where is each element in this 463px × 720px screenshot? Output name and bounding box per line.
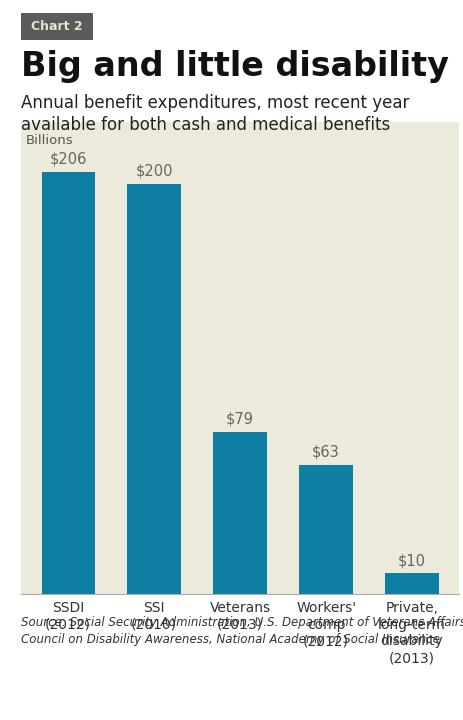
Text: $206: $206 [50, 151, 87, 166]
Bar [41, 171, 94, 594]
Bar [127, 184, 181, 594]
Text: $10: $10 [397, 554, 425, 568]
Bar [385, 574, 438, 594]
Text: $200: $200 [135, 163, 173, 179]
Text: Annual benefit expenditures, most recent year
available for both cash and medica: Annual benefit expenditures, most recent… [21, 94, 408, 135]
Text: Source: Social Security Administration, U.S. Department of Veterans Affairs,
Cou: Source: Social Security Administration, … [21, 616, 463, 646]
Text: Big and little disability: Big and little disability [21, 50, 448, 84]
Bar [299, 465, 352, 594]
Text: $63: $63 [312, 445, 339, 459]
Text: Chart 2: Chart 2 [31, 19, 82, 33]
Text: Billions: Billions [26, 134, 74, 147]
Bar [213, 432, 266, 594]
Text: $79: $79 [225, 412, 254, 427]
